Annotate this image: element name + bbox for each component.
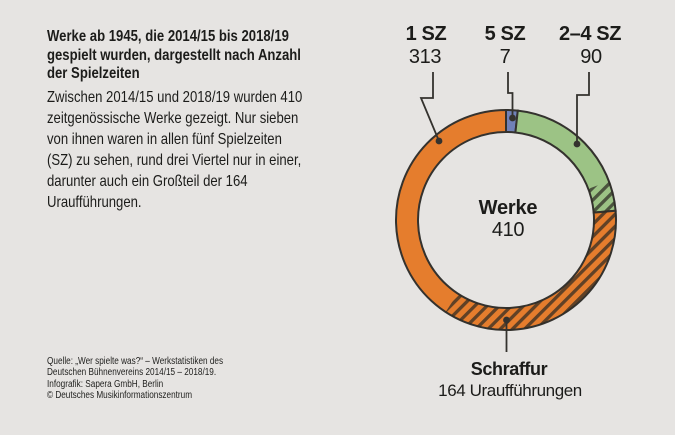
source-note-line: © Deutsches Musikinformationszentrum (47, 390, 193, 402)
segment-value-2-4sz: 90 (580, 46, 602, 68)
donut-center-value: 410 (491, 219, 525, 241)
segment-value-1sz: 313 (408, 46, 442, 68)
source-note-line: Deutschen Bühnenvereins 2014/15 – 2018/1… (47, 367, 217, 379)
chart-description-line: von ihnen waren in allen fünf Spielzeite… (47, 131, 282, 148)
source-note-line: Infografik: Sapera GmbH, Berlin (47, 378, 164, 390)
callout-lines (419, 72, 590, 352)
callout-line-2-4sz (576, 72, 590, 144)
callout-dot-2-4sz (573, 140, 581, 148)
chart-description-line: (SZ) zu sehen, rund drei Viertel nur in … (47, 152, 302, 169)
donut-center-label: Werke (478, 197, 538, 219)
chart-description-line: Uraufführungen. (47, 194, 142, 211)
callout-line-1sz (419, 72, 440, 142)
chart-description: Zwischen 2014/15 und 2018/19 wurden 410 … (47, 87, 302, 213)
source-note: Quelle: „Wer spielte was?“ – Werkstatist… (47, 356, 223, 402)
ring-hatch-overlay (445, 181, 617, 330)
chart-description-line: zeitgenössische Werke gezeigt. Nur siebe… (47, 110, 299, 127)
source-note-line: Quelle: „Wer spielte was?“ – Werkstatist… (47, 356, 224, 367)
callout-dot-schraffur (503, 316, 510, 324)
callout-dot-1sz (435, 137, 443, 145)
chart-title-line: Werke ab 1945, die 2014/15 bis 2018/19 (47, 28, 289, 45)
chart-title-line: gespielt wurden, dargestellt nach Anzahl (47, 46, 301, 64)
callout-dots (435, 114, 581, 324)
chart-description-line: Zwischen 2014/15 und 2018/19 wurden 410 (47, 89, 303, 106)
segment-value-5sz: 7 (499, 46, 511, 68)
segment-label-2-4sz: 2–4 SZ (558, 23, 622, 45)
chart-title-line: der Spielzeiten (47, 65, 140, 82)
chart-title: Werke ab 1945, die 2014/15 bis 2018/19 g… (47, 28, 301, 84)
hatch-legend-value: 164 Uraufführungen (438, 381, 582, 400)
segment-label-1sz: 1 SZ (405, 23, 447, 45)
segment-label-5sz: 5 SZ (484, 23, 526, 45)
chart-description-line: darunter auch ein Großteil der 164 (47, 173, 248, 190)
callout-line-5sz (507, 72, 514, 118)
callout-dot-5sz (509, 114, 516, 122)
hatch-legend-label: Schraffur (470, 359, 548, 379)
